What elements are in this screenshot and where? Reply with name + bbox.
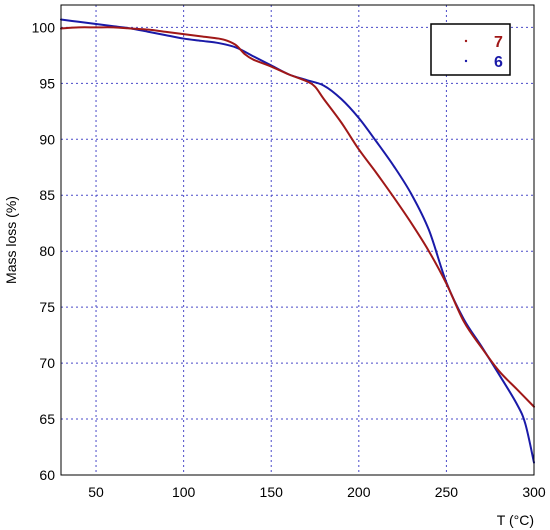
- x-tick-label: 250: [435, 484, 459, 500]
- y-tick-label: 100: [32, 19, 56, 35]
- x-axis-label: T (°C): [497, 512, 534, 528]
- x-tick-label: 200: [347, 484, 371, 500]
- legend-box: [430, 23, 511, 76]
- legend-marker-7: [464, 39, 468, 43]
- x-tick-label: 100: [172, 484, 196, 500]
- series-line-6: [60, 18, 535, 464]
- y-tick-label: 70: [39, 355, 55, 371]
- plot-frame: [60, 4, 535, 476]
- grid-lines: [61, 5, 534, 475]
- legend: 76: [430, 23, 511, 76]
- y-tick-label: 65: [39, 411, 55, 427]
- y-axis-label: Mass loss (%): [3, 196, 19, 284]
- y-tick-label: 80: [39, 243, 55, 259]
- y-tick-label: 60: [39, 467, 55, 483]
- y-tick-label: 95: [39, 75, 55, 91]
- tick-labels: 50 100 150 200 250 300 60 65 70 75 80 85 90 95 100: [32, 19, 546, 500]
- x-tick-label: 150: [260, 484, 284, 500]
- x-tick-label: 300: [522, 484, 546, 500]
- x-tick-label: 50: [88, 484, 104, 500]
- y-tick-label: 85: [39, 187, 55, 203]
- legend-marker-6: [464, 59, 468, 63]
- series-lines: [60, 18, 535, 464]
- y-tick-label: 90: [39, 131, 55, 147]
- legend-label-6: 6: [494, 54, 503, 71]
- legend-label-7: 7: [494, 34, 503, 51]
- series-line-7: [60, 26, 535, 408]
- y-tick-label: 75: [39, 299, 55, 315]
